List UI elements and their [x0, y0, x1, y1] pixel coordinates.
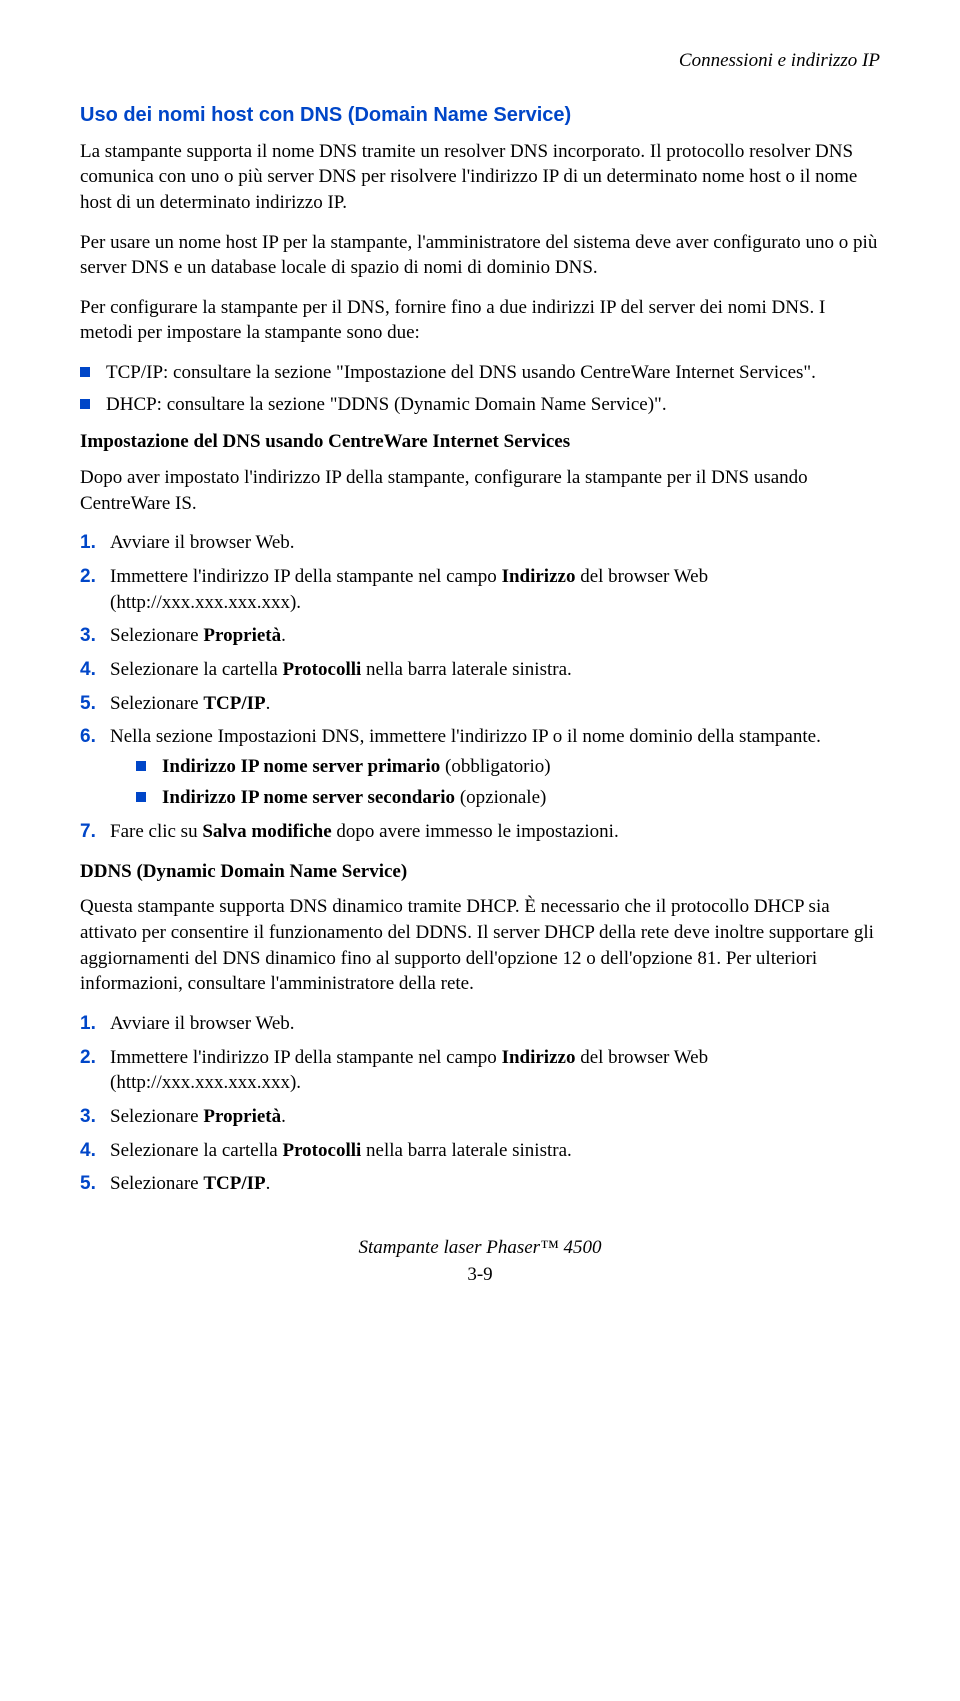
section-title: Uso dei nomi host con DNS (Domain Name S…	[80, 102, 880, 129]
step-text: .	[266, 1173, 271, 1194]
step-bold: TCP/IP	[203, 693, 265, 714]
step-item: Immettere l'indirizzo IP della stampante…	[80, 1045, 880, 1096]
sub-bullet-list: Indirizzo IP nome server primario (obbli…	[110, 754, 880, 811]
body-paragraph: Questa stampante supporta DNS dinamico t…	[80, 894, 880, 997]
step-text: Selezionare	[110, 625, 203, 646]
step-item: Fare clic su Salva modifiche dopo avere …	[80, 819, 880, 845]
step-item: Selezionare TCP/IP.	[80, 691, 880, 717]
step-bold: Protocolli	[282, 659, 361, 680]
list-item: Indirizzo IP nome server secondario (opz…	[110, 785, 880, 811]
list-item: Indirizzo IP nome server primario (obbli…	[110, 754, 880, 780]
step-item: Selezionare Proprietà.	[80, 1104, 880, 1130]
step-item: Selezionare Proprietà.	[80, 623, 880, 649]
body-paragraph: La stampante supporta il nome DNS tramit…	[80, 139, 880, 216]
step-text: Fare clic su	[110, 821, 202, 842]
step-bold: TCP/IP	[203, 1173, 265, 1194]
ordered-steps: Avviare il browser Web. Immettere l'indi…	[80, 1011, 880, 1197]
footer-page-number: 3-9	[80, 1262, 880, 1288]
list-item: DHCP: consultare la sezione "DDNS (Dynam…	[80, 392, 880, 418]
step-text: Immettere l'indirizzo IP della stampante…	[110, 1047, 502, 1068]
footer-product: Stampante laser Phaser™ 4500	[80, 1235, 880, 1261]
step-item: Selezionare la cartella Protocolli nella…	[80, 1138, 880, 1164]
step-item: Selezionare TCP/IP.	[80, 1171, 880, 1197]
step-text: .	[266, 693, 271, 714]
step-text: dopo avere immesso le impostazioni.	[332, 821, 619, 842]
ordered-steps: Avviare il browser Web. Immettere l'indi…	[80, 530, 880, 844]
step-item: Selezionare la cartella Protocolli nella…	[80, 657, 880, 683]
step-text: Immettere l'indirizzo IP della stampante…	[110, 566, 502, 587]
step-item: Avviare il browser Web.	[80, 530, 880, 556]
body-paragraph: Dopo aver impostato l'indirizzo IP della…	[80, 465, 880, 516]
step-bold: Indirizzo	[502, 1047, 576, 1068]
step-text: Selezionare	[110, 1173, 203, 1194]
step-text: .	[281, 1106, 286, 1127]
step-bold: Protocolli	[282, 1140, 361, 1161]
page-footer: Stampante laser Phaser™ 4500 3-9	[80, 1235, 880, 1288]
step-text: nella barra laterale sinistra.	[361, 659, 571, 680]
step-text: Selezionare la cartella	[110, 1140, 282, 1161]
step-text: Selezionare	[110, 693, 203, 714]
body-paragraph: Per usare un nome host IP per la stampan…	[80, 230, 880, 281]
bullet-list: TCP/IP: consultare la sezione "Impostazi…	[80, 360, 880, 417]
step-text: Selezionare	[110, 1106, 203, 1127]
step-text: Nella sezione Impostazioni DNS, immetter…	[110, 726, 821, 747]
step-bold: Indirizzo	[502, 566, 576, 587]
step-item: Avviare il browser Web.	[80, 1011, 880, 1037]
step-text: .	[281, 625, 286, 646]
step-bold: Salva modifiche	[202, 821, 331, 842]
step-item: Immettere l'indirizzo IP della stampante…	[80, 564, 880, 615]
page-header: Connessioni e indirizzo IP	[80, 48, 880, 74]
list-item: TCP/IP: consultare la sezione "Impostazi…	[80, 360, 880, 386]
subheading: Impostazione del DNS usando CentreWare I…	[80, 429, 880, 455]
step-text: nella barra laterale sinistra.	[361, 1140, 571, 1161]
sub-bold: Indirizzo IP nome server secondario	[162, 787, 455, 808]
body-paragraph: Per configurare la stampante per il DNS,…	[80, 295, 880, 346]
sub-text: (opzionale)	[455, 787, 546, 808]
step-bold: Proprietà	[203, 625, 281, 646]
sub-bold: Indirizzo IP nome server primario	[162, 756, 440, 777]
step-text: Selezionare la cartella	[110, 659, 282, 680]
step-bold: Proprietà	[203, 1106, 281, 1127]
step-item: Nella sezione Impostazioni DNS, immetter…	[80, 724, 880, 811]
sub-text: (obbligatorio)	[440, 756, 550, 777]
subheading: DDNS (Dynamic Domain Name Service)	[80, 859, 880, 885]
